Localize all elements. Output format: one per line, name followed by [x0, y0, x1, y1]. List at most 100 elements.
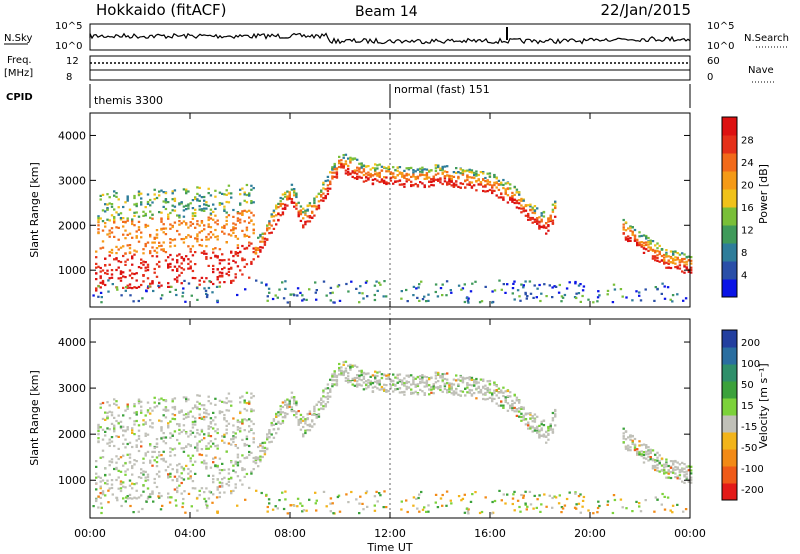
power-pixel — [493, 174, 496, 177]
velocity-pixel — [99, 456, 102, 459]
power-pixel — [212, 233, 215, 236]
power-pixel — [335, 172, 339, 176]
power-pixel — [243, 220, 246, 223]
velocity-pixel — [173, 430, 177, 433]
velocity-pixel — [522, 406, 525, 409]
velocity-pixel — [425, 381, 429, 384]
power-pixel — [187, 234, 190, 237]
velocity-noise-pixel — [579, 511, 582, 514]
velocity-pixel — [167, 409, 170, 412]
velocity-pixel — [293, 399, 296, 402]
velocity-pixel — [624, 447, 628, 450]
velocity-pixel — [443, 385, 447, 388]
velocity-pixel — [180, 492, 183, 495]
power-pixel — [160, 211, 163, 214]
velocity-pixel — [302, 425, 305, 429]
velocity-pixel — [533, 429, 537, 432]
power-pixel — [631, 233, 634, 236]
power-pixel — [164, 207, 168, 211]
power-pixel — [167, 266, 170, 269]
velocity-pixel — [198, 440, 201, 443]
velocity-noise-pixel — [361, 502, 364, 505]
velocity-noise-pixel — [265, 493, 268, 496]
power-pixel — [624, 236, 628, 239]
power-pixel — [683, 271, 686, 274]
power-noise-pixel — [205, 295, 209, 299]
power-noise-pixel — [577, 292, 581, 295]
power-pixel — [187, 204, 190, 207]
power-pixel — [311, 216, 314, 219]
velocity-noise-pixel — [205, 503, 208, 506]
velocity-pixel — [234, 471, 237, 474]
velocity-pixel — [448, 385, 451, 388]
colorbar-tick-label: 20 — [741, 181, 754, 192]
velocity-noise-pixel — [522, 496, 525, 499]
power-noise-pixel — [625, 296, 628, 299]
velocity-noise-pixel — [278, 499, 281, 502]
power-pixel — [437, 165, 440, 168]
velocity-pixel — [99, 406, 102, 409]
power-noise-pixel — [597, 290, 600, 293]
velocity-pixel — [401, 380, 404, 383]
power-pixel — [441, 169, 444, 172]
velocity-pixel — [326, 383, 330, 386]
power-pixel — [187, 190, 190, 193]
power-pixel — [450, 179, 453, 182]
power-pixel — [461, 173, 465, 176]
power-pixel — [113, 217, 116, 220]
velocity-pixel — [140, 400, 143, 403]
velocity-pixel — [194, 487, 197, 490]
velocity-noise-pixel — [506, 493, 509, 496]
power-pixel — [113, 218, 116, 221]
power-pixel — [308, 204, 312, 207]
velocity-pixel — [149, 412, 152, 415]
velocity-noise-pixel — [519, 510, 522, 513]
power-pixel — [669, 250, 673, 253]
power-pixel — [495, 194, 498, 197]
power-pixel — [243, 233, 246, 236]
velocity-noise-pixel — [358, 512, 361, 515]
velocity-pixel — [293, 396, 296, 399]
power-pixel — [488, 180, 492, 184]
velocity-noise-pixel — [124, 500, 127, 503]
velocity-pixel — [110, 414, 114, 417]
power-pixel — [369, 175, 372, 178]
velocity-noise-pixel — [412, 496, 416, 499]
ytick-label: 4000 — [58, 129, 86, 142]
velocity-pixel — [243, 418, 246, 421]
velocity-pixel — [380, 388, 384, 391]
velocity-noise-pixel — [362, 508, 365, 511]
power-pixel — [658, 244, 661, 247]
velocity-pixel — [250, 392, 253, 395]
power-pixel — [656, 254, 659, 257]
power-noise-pixel — [420, 280, 423, 283]
velocity-pixel — [542, 433, 546, 436]
power-pixel — [502, 178, 505, 182]
velocity-pixel — [160, 494, 163, 498]
velocity-pixel — [232, 424, 235, 427]
velocity-pixel — [656, 466, 659, 469]
velocity-noise-pixel — [120, 504, 123, 508]
power-pixel — [164, 227, 168, 230]
velocity-pixel — [203, 459, 206, 462]
power-pixel — [254, 251, 258, 255]
velocity-pixel — [135, 497, 138, 500]
velocity-pixel — [223, 433, 226, 436]
power-pixel — [495, 186, 498, 189]
velocity-pixel — [690, 476, 693, 479]
velocity-pixel — [203, 433, 206, 436]
power-pixel — [171, 190, 174, 193]
velocity-pixel — [104, 434, 107, 437]
nave-tick-right-bottom: 0 — [707, 72, 713, 83]
power-pixel — [511, 199, 514, 202]
velocity-pixel — [281, 421, 285, 424]
power-pixel — [205, 207, 208, 210]
power-pixel — [299, 209, 303, 212]
power-pixel — [353, 177, 357, 180]
velocity-pixel — [110, 486, 114, 490]
velocity-pixel — [450, 385, 453, 388]
velocity-pixel — [551, 419, 555, 422]
ytick-label: 2000 — [58, 219, 86, 232]
power-pixel — [232, 227, 235, 230]
velocity-pixel — [518, 407, 521, 410]
